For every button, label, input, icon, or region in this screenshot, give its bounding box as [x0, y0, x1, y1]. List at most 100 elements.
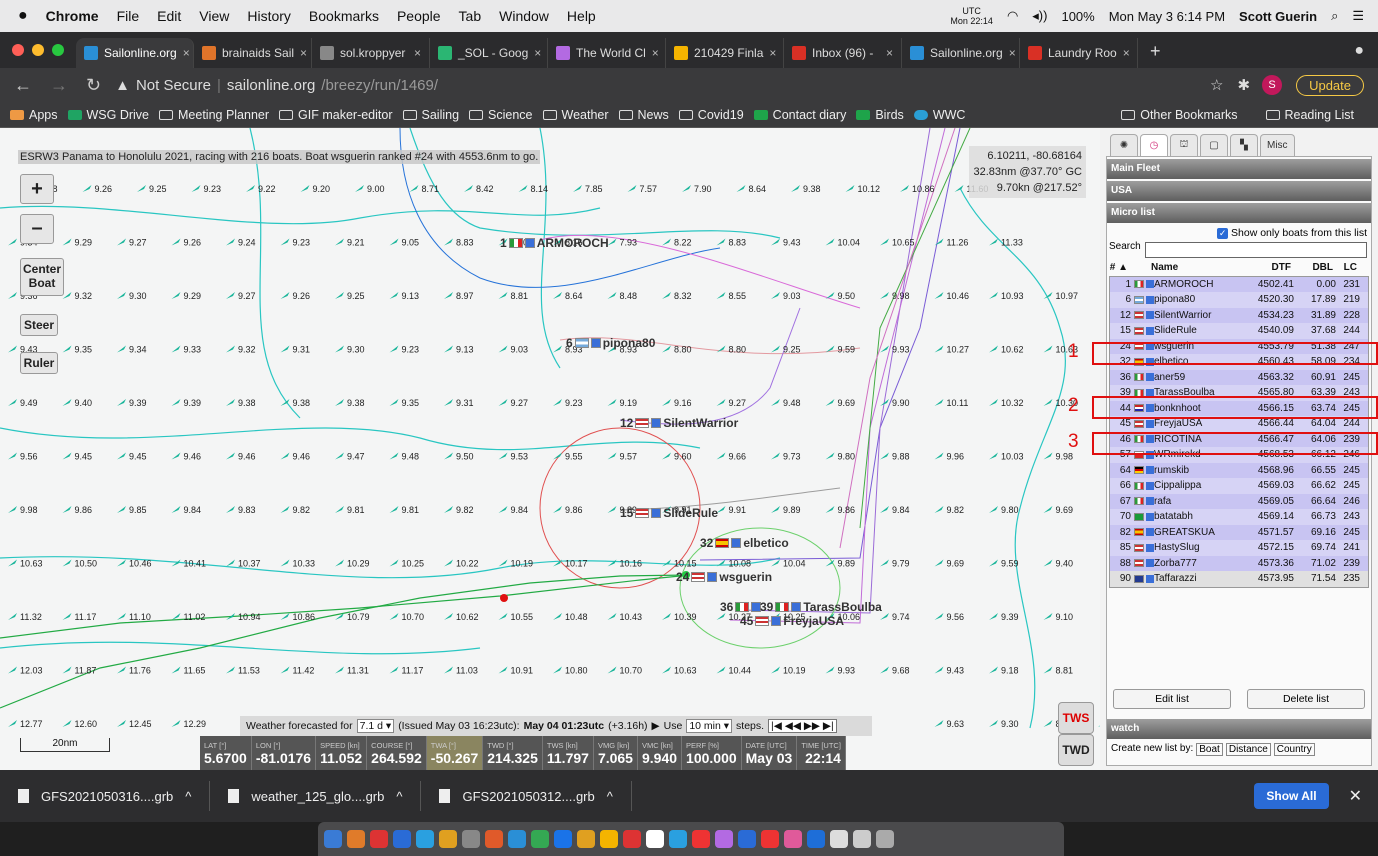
tab-7[interactable]: Sailonline.org × [902, 38, 1020, 68]
tab-close-icon[interactable]: × [1008, 46, 1016, 60]
menu-item-people[interactable]: People [396, 8, 441, 24]
bookmark-wsg-drive[interactable]: WSG Drive [67, 108, 149, 122]
panel-tab-2[interactable]: ⛫ [1170, 134, 1198, 156]
tab-3[interactable]: _SOL - Goog × [430, 38, 548, 68]
profile-avatar[interactable]: S [1262, 75, 1283, 95]
download-item[interactable]: weather_125_glo....grb ^ [210, 781, 422, 811]
table-row[interactable]: 46 RICOTINA 4566.47 64.06 239 [1110, 431, 1368, 447]
menu-item-bookmarks[interactable]: Bookmarks [308, 8, 379, 24]
bookmark-meeting-planner[interactable]: Meeting Planner [159, 108, 269, 122]
tab-close-icon[interactable]: × [413, 46, 421, 60]
table-row[interactable]: 1 ARMOROCH 4502.41 0.00 231 [1110, 276, 1368, 292]
bookmark-gif-maker-editor[interactable]: GIF maker-editor [279, 108, 393, 122]
apple-icon[interactable]: ● [18, 7, 28, 24]
dock-app-icon[interactable] [623, 830, 641, 848]
tab-close-icon[interactable]: × [534, 46, 542, 60]
chevron-up-icon[interactable]: ^ [606, 788, 613, 804]
usa-header[interactable]: USA [1107, 181, 1371, 201]
table-row[interactable]: 6 pipona80 4520.30 17.89 219 [1110, 292, 1368, 308]
table-row[interactable]: 44 bonknhoot 4566.15 63.74 245 [1110, 400, 1368, 416]
back-icon[interactable]: ← [14, 74, 32, 95]
boat-label-freyjausa[interactable]: 45 FreyjaUSA [740, 614, 844, 628]
boat-label-silentwarrior[interactable]: 12 SilentWarrior [620, 416, 738, 430]
create-by-country-button[interactable]: Country [1273, 743, 1315, 756]
dock-app-icon[interactable] [554, 830, 572, 848]
main-fleet-header[interactable]: Main Fleet [1107, 159, 1371, 179]
tab-close-icon[interactable]: × [300, 46, 308, 60]
volume-icon[interactable]: ◂)) [1032, 8, 1048, 23]
table-row[interactable]: 85 HastySlug 4572.15 69.74 241 [1110, 540, 1368, 556]
menu-item-edit[interactable]: Edit [157, 8, 182, 24]
forecast-range-select[interactable]: 7.1 d ▾ [356, 719, 395, 733]
steer-button[interactable]: Steer [20, 314, 58, 336]
dock-app-icon[interactable] [876, 830, 894, 848]
battery-percent[interactable]: 100% [1061, 8, 1095, 24]
table-row[interactable]: 36 aner59 4563.32 60.91 245 [1110, 369, 1368, 385]
boat-label-elbetico[interactable]: 32 elbetico [700, 536, 789, 550]
menu-app-name[interactable]: Chrome [45, 8, 99, 24]
bookmark-contact-diary[interactable]: Contact diary [753, 108, 846, 122]
other-bookmarks[interactable]: Other Bookmarks [1121, 108, 1238, 122]
zoom-out-button[interactable]: – [20, 214, 54, 244]
table-row[interactable]: 67 rafa 4569.05 66.64 246 [1110, 493, 1368, 509]
dock-app-icon[interactable] [738, 830, 756, 848]
zoom-window-icon[interactable] [52, 44, 64, 56]
forward-icon[interactable]: → [50, 74, 68, 95]
zoom-in-button[interactable]: + [20, 174, 54, 204]
download-item[interactable]: GFS2021050312....grb ^ [421, 781, 632, 811]
delete-list-button[interactable]: Delete list [1247, 689, 1365, 709]
dock-app-icon[interactable] [462, 830, 480, 848]
bookmark-apps[interactable]: Apps [10, 108, 58, 122]
close-shelf-icon[interactable]: ✕ [1348, 788, 1362, 805]
dock-app-icon[interactable] [439, 830, 457, 848]
minimize-window-icon[interactable] [32, 44, 44, 56]
dock-app-icon[interactable] [692, 830, 710, 848]
table-row[interactable]: 64 rumskib 4568.96 66.55 245 [1110, 462, 1368, 478]
dock-app-icon[interactable] [715, 830, 733, 848]
boat-label-sliderule[interactable]: 15 SlideRule [620, 506, 718, 520]
tab-5[interactable]: 210429 Finla × [666, 38, 784, 68]
table-row[interactable]: 66 Cippalippa 4569.03 66.62 245 [1110, 478, 1368, 494]
edit-list-button[interactable]: Edit list [1113, 689, 1231, 709]
race-map[interactable]: 9.289.269.259.239.229.209.008.718.428.14… [0, 128, 1100, 770]
menu-item-help[interactable]: Help [566, 8, 596, 24]
dock-app-icon[interactable] [416, 830, 434, 848]
dock-app-icon[interactable] [324, 830, 342, 848]
menu-item-tab[interactable]: Tab [458, 8, 482, 24]
bookmark-news[interactable]: News [618, 108, 669, 122]
dock-app-icon[interactable] [853, 830, 871, 848]
dock-app-icon[interactable] [347, 830, 365, 848]
tab-0[interactable]: Sailonline.org × [76, 38, 194, 68]
table-row[interactable]: 82 GREATSKUA 4571.57 69.16 245 [1110, 524, 1368, 540]
reading-list[interactable]: Reading List [1265, 108, 1354, 122]
search-icon[interactable]: ⌕ [1331, 8, 1339, 23]
bookmark-star-icon[interactable]: ☆ [1210, 77, 1224, 94]
update-button[interactable]: Update [1296, 74, 1364, 96]
tab-close-icon[interactable]: × [769, 46, 777, 60]
table-row[interactable]: 90 Taffarazzi 4573.95 71.54 235 [1110, 571, 1368, 587]
dock-app-icon[interactable] [646, 830, 664, 848]
play-icon[interactable]: ▶ [651, 720, 660, 732]
dock-app-icon[interactable] [577, 830, 595, 848]
dock-app-icon[interactable] [393, 830, 411, 848]
table-row[interactable]: 15 SlideRule 4540.09 37.68 244 [1110, 323, 1368, 339]
bookmark-birds[interactable]: Birds [856, 108, 904, 122]
panel-tab-4[interactable]: ▚ [1230, 134, 1258, 156]
twd-button[interactable]: TWD [1058, 734, 1094, 766]
tab-4[interactable]: The World Cl × [548, 38, 666, 68]
menu-item-view[interactable]: View [199, 8, 230, 24]
bookmark-sailing[interactable]: Sailing [402, 108, 459, 122]
menu-item-history[interactable]: History [247, 8, 291, 24]
boat-label-pipona80[interactable]: 6 pipona80 [566, 336, 655, 350]
step-controls[interactable]: |◀ ◀◀ ▶▶ ▶| [768, 719, 837, 733]
dock-app-icon[interactable] [807, 830, 825, 848]
dock-app-icon[interactable] [830, 830, 848, 848]
menu-item-window[interactable]: Window [499, 8, 549, 24]
dock-app-icon[interactable] [485, 830, 503, 848]
map-canvas[interactable]: 9.289.269.259.239.229.209.008.718.428.14… [0, 128, 1100, 770]
reload-icon[interactable]: ↻ [86, 74, 102, 95]
col-dtf[interactable]: DTF [1271, 262, 1291, 274]
panel-tab-5[interactable]: Misc [1260, 134, 1295, 156]
tab-2[interactable]: sol.kroppyer × [312, 38, 430, 68]
table-row[interactable]: 70 batatabh 4569.14 66.73 243 [1110, 509, 1368, 525]
